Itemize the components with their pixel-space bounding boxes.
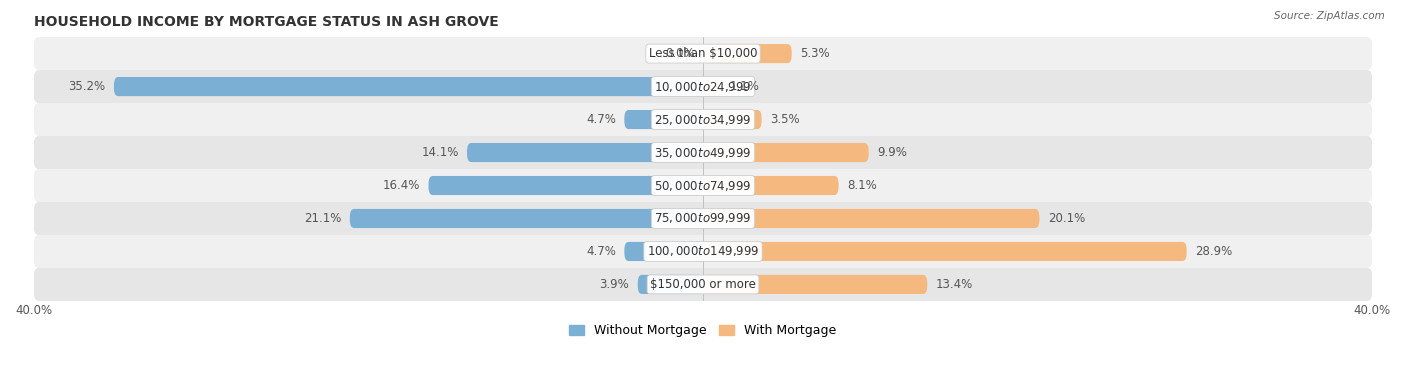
FancyBboxPatch shape xyxy=(34,103,1372,136)
FancyBboxPatch shape xyxy=(703,110,762,129)
Text: 13.4%: 13.4% xyxy=(935,278,973,291)
Text: $75,000 to $99,999: $75,000 to $99,999 xyxy=(654,211,752,225)
Text: 0.0%: 0.0% xyxy=(665,47,695,60)
FancyBboxPatch shape xyxy=(703,44,792,63)
FancyBboxPatch shape xyxy=(114,77,703,96)
FancyBboxPatch shape xyxy=(34,136,1372,169)
Text: 4.7%: 4.7% xyxy=(586,245,616,258)
Text: 20.1%: 20.1% xyxy=(1047,212,1085,225)
Text: 9.9%: 9.9% xyxy=(877,146,907,159)
Text: $25,000 to $34,999: $25,000 to $34,999 xyxy=(654,113,752,127)
Text: 35.2%: 35.2% xyxy=(69,80,105,93)
Text: 1.1%: 1.1% xyxy=(730,80,759,93)
Text: $100,000 to $149,999: $100,000 to $149,999 xyxy=(647,244,759,259)
Text: 3.5%: 3.5% xyxy=(770,113,800,126)
FancyBboxPatch shape xyxy=(624,110,703,129)
Text: 14.1%: 14.1% xyxy=(422,146,458,159)
FancyBboxPatch shape xyxy=(624,242,703,261)
FancyBboxPatch shape xyxy=(34,37,1372,70)
FancyBboxPatch shape xyxy=(703,209,1039,228)
FancyBboxPatch shape xyxy=(467,143,703,162)
Text: 28.9%: 28.9% xyxy=(1195,245,1232,258)
FancyBboxPatch shape xyxy=(638,275,703,294)
FancyBboxPatch shape xyxy=(34,268,1372,301)
FancyBboxPatch shape xyxy=(429,176,703,195)
Text: Less than $10,000: Less than $10,000 xyxy=(648,47,758,60)
Text: HOUSEHOLD INCOME BY MORTGAGE STATUS IN ASH GROVE: HOUSEHOLD INCOME BY MORTGAGE STATUS IN A… xyxy=(34,15,498,29)
Text: 21.1%: 21.1% xyxy=(304,212,342,225)
Text: $35,000 to $49,999: $35,000 to $49,999 xyxy=(654,146,752,159)
FancyBboxPatch shape xyxy=(350,209,703,228)
Text: 8.1%: 8.1% xyxy=(846,179,877,192)
FancyBboxPatch shape xyxy=(34,70,1372,103)
Text: 16.4%: 16.4% xyxy=(382,179,420,192)
FancyBboxPatch shape xyxy=(703,176,838,195)
Text: Source: ZipAtlas.com: Source: ZipAtlas.com xyxy=(1274,11,1385,21)
FancyBboxPatch shape xyxy=(34,202,1372,235)
FancyBboxPatch shape xyxy=(34,169,1372,202)
Legend: Without Mortgage, With Mortgage: Without Mortgage, With Mortgage xyxy=(564,319,842,342)
FancyBboxPatch shape xyxy=(34,235,1372,268)
Text: $10,000 to $24,999: $10,000 to $24,999 xyxy=(654,80,752,93)
FancyBboxPatch shape xyxy=(703,242,1187,261)
Text: 3.9%: 3.9% xyxy=(599,278,630,291)
FancyBboxPatch shape xyxy=(703,275,928,294)
Text: $50,000 to $74,999: $50,000 to $74,999 xyxy=(654,178,752,193)
FancyBboxPatch shape xyxy=(703,143,869,162)
Text: 5.3%: 5.3% xyxy=(800,47,830,60)
FancyBboxPatch shape xyxy=(703,77,721,96)
Text: $150,000 or more: $150,000 or more xyxy=(650,278,756,291)
Text: 4.7%: 4.7% xyxy=(586,113,616,126)
